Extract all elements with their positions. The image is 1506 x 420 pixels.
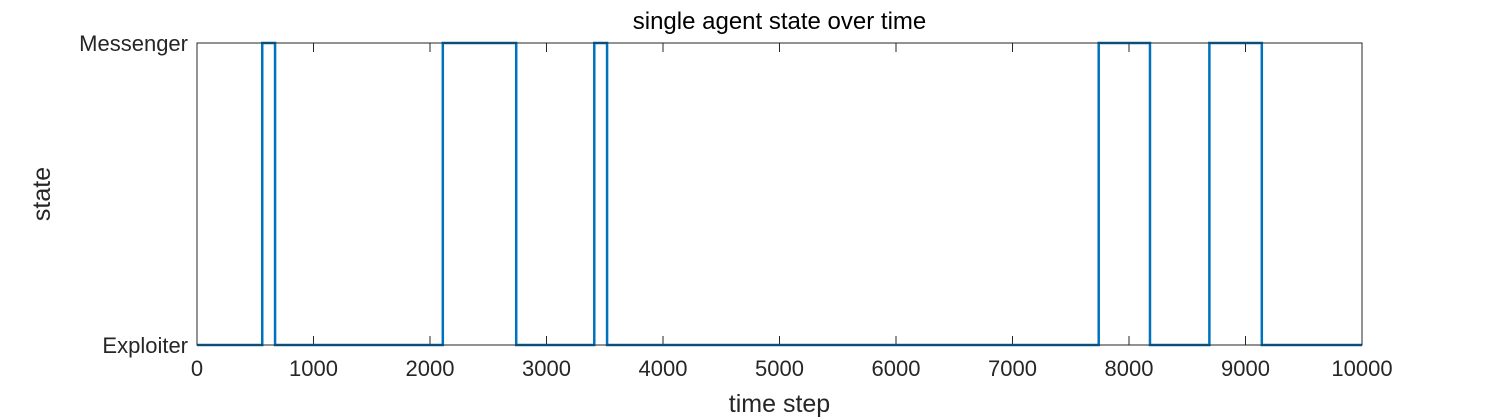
x-tick-label: 2000 xyxy=(406,356,455,381)
y-axis-ticks: Exploiter Messenger xyxy=(79,31,1362,358)
x-tick-label: 1000 xyxy=(289,356,338,381)
x-tick-label: 10000 xyxy=(1331,356,1392,381)
x-tick-label: 0 xyxy=(191,356,203,381)
x-axis-label: time step xyxy=(729,390,830,418)
y-tick-label: Exploiter xyxy=(102,333,188,358)
x-tick-label: 4000 xyxy=(639,356,688,381)
x-axis-ticks: 0 1000 2000 3000 4000 5000 6000 7000 8000 9000 100… xyxy=(191,43,1393,381)
y-tick-label: Messenger xyxy=(79,31,188,56)
x-tick-label: 6000 xyxy=(872,356,921,381)
x-tick-label: 3000 xyxy=(522,356,571,381)
x-tick-label: 8000 xyxy=(1105,356,1154,381)
x-tick-label: 9000 xyxy=(1221,356,1270,381)
x-tick-label: 5000 xyxy=(755,356,804,381)
x-tick-label: 7000 xyxy=(988,356,1037,381)
chart-title: single agent state over time xyxy=(633,8,927,35)
y-axis-label: state xyxy=(28,167,56,221)
axes-box xyxy=(196,42,1363,346)
plot-area xyxy=(197,43,1362,345)
